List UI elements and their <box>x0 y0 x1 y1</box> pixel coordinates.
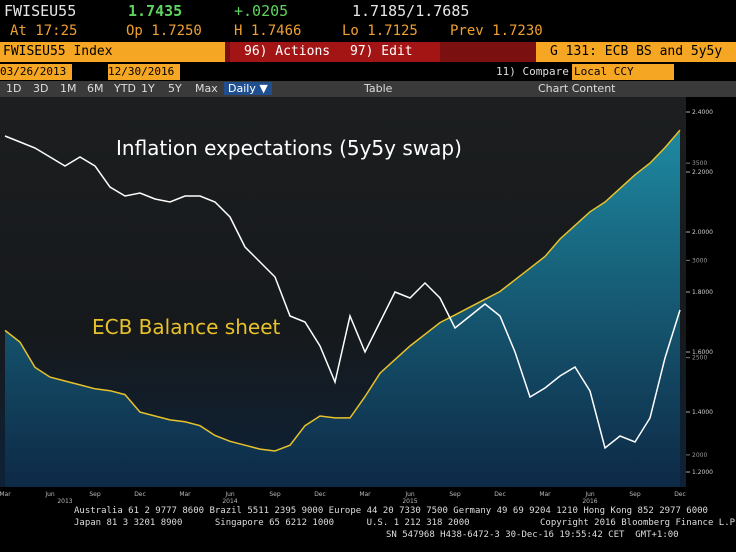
x-tick-label: Sep <box>89 491 101 498</box>
prev: Prev 1.7230 <box>450 23 543 39</box>
x-tick-label: Jun <box>44 491 55 498</box>
currency[interactable]: Local CCY <box>572 64 674 80</box>
y-tick-label: 1.2000 <box>692 469 713 476</box>
axis-background <box>686 97 736 487</box>
x-year-label: 2014 <box>222 498 237 505</box>
high: H 1.7466 <box>234 23 302 39</box>
x-tick-label: Jun <box>224 491 235 498</box>
y-tick-label: 1.6000 <box>692 349 713 356</box>
actions-menu[interactable]: 96) Actions <box>230 42 342 62</box>
y2-tick-label: 2000 <box>692 452 707 459</box>
chart: 1.2000 1.4000 1.6000 1.8000 2.0000 2.2000 2.40… <box>0 97 736 505</box>
edit-menu[interactable]: 97) Edit <box>336 42 440 62</box>
x-tick-label: Mar <box>359 491 371 498</box>
y2-tick-label: 3000 <box>692 257 707 264</box>
x-tick-label: Dec <box>314 491 326 498</box>
period-button[interactable]: 5Y <box>168 82 182 95</box>
end-date[interactable]: 12/30/2016 <box>108 64 180 80</box>
x-year-label: 2015 <box>402 498 417 505</box>
bid-ask: 1.7185/1.7685 <box>352 2 470 20</box>
line <box>4 129 681 452</box>
low: Lo 1.7125 <box>342 23 418 39</box>
y-tick-label: 1.8000 <box>692 289 713 296</box>
y-tick-label: 1.4000 <box>692 409 713 416</box>
period-button[interactable]: YTD <box>114 82 136 95</box>
x-tick-label: Sep <box>629 491 641 498</box>
x-tick-label: Mar <box>0 491 11 498</box>
time: At 17:25 <box>10 23 78 39</box>
period-button[interactable]: 1M <box>60 82 77 95</box>
x-tick-label: Sep <box>269 491 281 498</box>
security[interactable]: FWISEU55 Index <box>0 42 225 62</box>
x-tick-label: Dec <box>674 491 686 498</box>
date-bar: 03/26/2013 12/30/2016 11) Compare Local … <box>0 63 736 81</box>
period-button[interactable]: Max <box>195 82 218 95</box>
annotation: Inflation expectations (5y5y swap) <box>116 136 462 160</box>
line <box>4 135 681 450</box>
change: +.0205 <box>234 2 289 20</box>
frequency[interactable]: Daily ▼ <box>224 82 272 95</box>
start-date[interactable]: 03/26/2013 <box>0 64 72 80</box>
x-tick-label: Mar <box>179 491 191 498</box>
x-year-label: 2016 <box>582 498 597 505</box>
period-button[interactable]: 3D <box>33 82 49 95</box>
chart-content-button[interactable]: Chart Content <box>538 82 616 95</box>
footer-line: SN 547968 H438-6472-3 30-Dec-16 19:55:42… <box>386 530 679 540</box>
x-tick-label: Mar <box>539 491 551 498</box>
y2-tick-label: 2500 <box>692 355 707 362</box>
x-year-label: 2013 <box>57 498 72 505</box>
last-price: 1.7435 <box>128 2 183 20</box>
toolbar: Daily ▼ Table Chart Content 1D 3D 1M 6M YTD 1… <box>0 81 736 97</box>
function-bar: FWISEU55 Index 96) Actions 97) Edit G 13… <box>0 42 736 62</box>
annotation: ECB Balance sheet <box>92 315 281 339</box>
open: Op 1.7250 <box>126 23 202 39</box>
footer-line: Australia 61 2 9777 8600 Brazil 5511 239… <box>74 506 708 516</box>
y-tick-label: 2.2000 <box>692 169 713 176</box>
x-tick-label: Sep <box>449 491 461 498</box>
period-button[interactable]: 1D <box>6 82 22 95</box>
period-button[interactable]: 1Y <box>141 82 155 95</box>
table-button[interactable]: Table <box>364 82 393 95</box>
y-tick-label: 2.4000 <box>692 109 713 116</box>
area <box>5 130 680 487</box>
page-title: G 131: ECB BS and 5y5y <box>536 42 736 62</box>
x-tick-label: Jun <box>584 491 595 498</box>
x-tick-label: Jun <box>404 491 415 498</box>
x-tick-label: Dec <box>134 491 146 498</box>
y-tick-label: 2.0000 <box>692 229 713 236</box>
y2-tick-label: 3500 <box>692 160 707 167</box>
period-button[interactable]: 6M <box>87 82 104 95</box>
ticker: FWISEU55 <box>4 2 77 20</box>
x-tick-label: Dec <box>494 491 506 498</box>
compare[interactable]: 11) Compare <box>496 65 569 78</box>
footer-line: Japan 81 3 3201 8900 Singapore 65 6212 1… <box>74 518 736 528</box>
